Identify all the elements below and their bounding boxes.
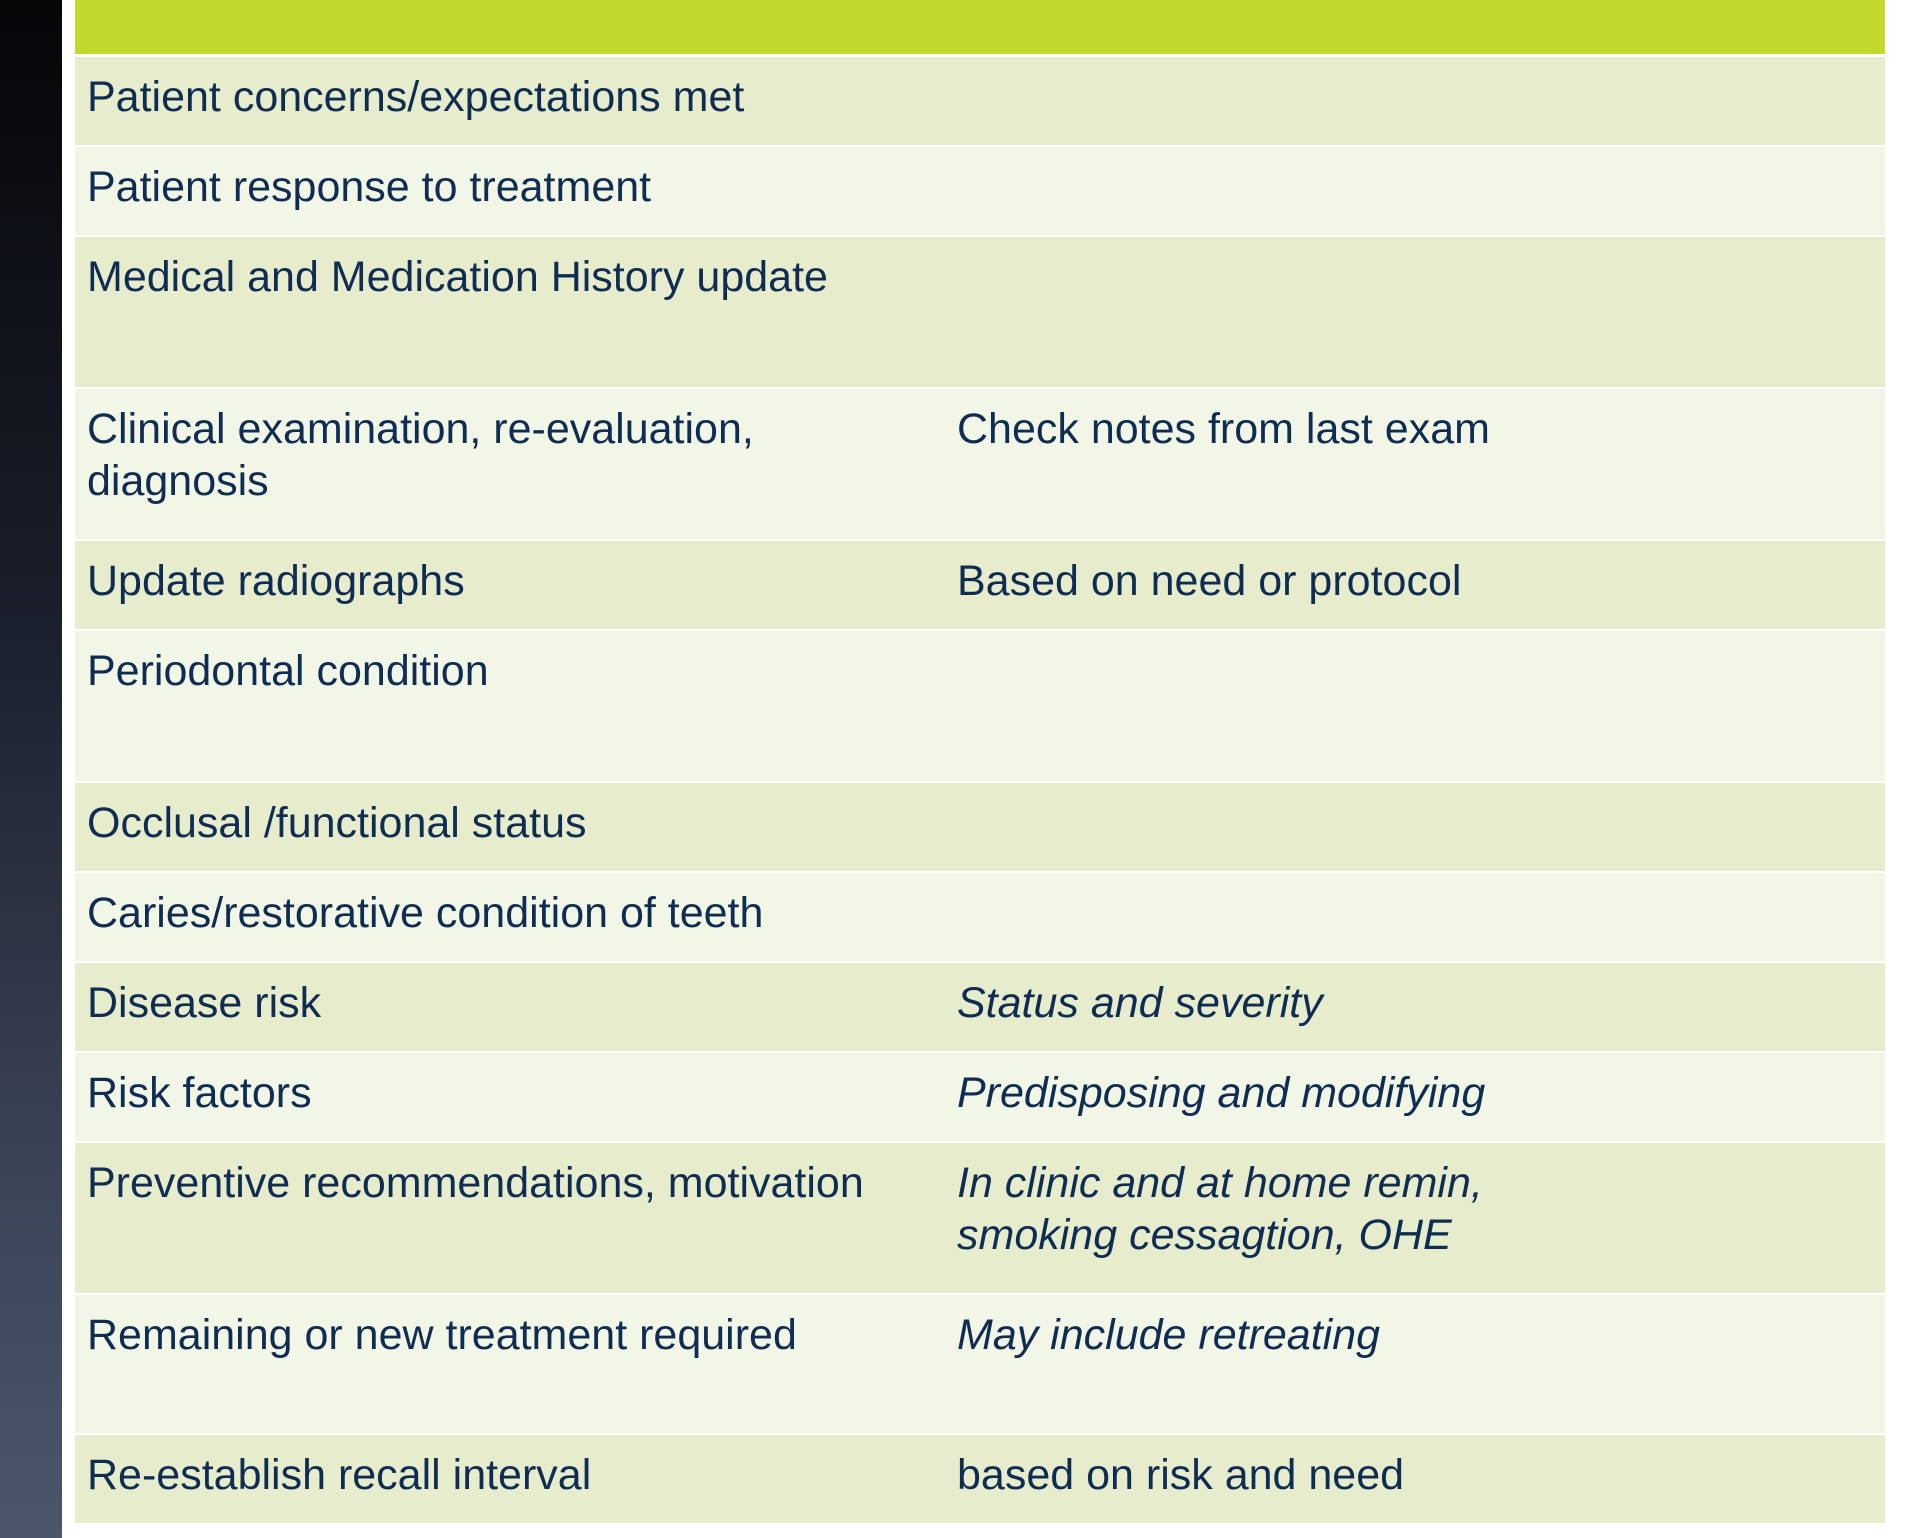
left-accent-bar xyxy=(0,0,62,1538)
row-note: In clinic and at home remin, smoking ces… xyxy=(957,1159,1483,1259)
table-row: Caries/restorative condition of teeth xyxy=(75,873,1885,963)
row-label: Patient concerns/expectations met xyxy=(87,73,745,121)
row-label: Caries/restorative condition of teeth xyxy=(87,889,764,937)
table-row: Re-establish recall interval based on ri… xyxy=(75,1435,1885,1525)
row-note xyxy=(945,147,1885,235)
table-row: Risk factors Predisposing and modifying xyxy=(75,1053,1885,1143)
row-note xyxy=(945,237,1885,387)
table-row: Update radiographs Based on need or prot… xyxy=(75,541,1885,631)
table-row: Preventive recommendations, motivation I… xyxy=(75,1143,1885,1295)
row-note xyxy=(945,631,1885,781)
row-note: Status and severity xyxy=(957,979,1323,1027)
row-label: Re-establish recall interval xyxy=(87,1451,592,1499)
table-row: Medical and Medication History update xyxy=(75,237,1885,389)
row-note: Check notes from last exam xyxy=(957,405,1490,453)
table-row: Clinical examination, re-evaluation, dia… xyxy=(75,389,1885,541)
row-label: Patient response to treatment xyxy=(87,163,652,211)
table-row: Patient concerns/expectations met xyxy=(75,57,1885,147)
table-header xyxy=(75,0,1885,57)
table-row: Occlusal /functional status xyxy=(75,783,1885,873)
row-note: based on risk and need xyxy=(957,1451,1405,1499)
row-label: Clinical examination, re-evaluation, dia… xyxy=(87,405,754,505)
row-note: Based on need or protocol xyxy=(957,557,1462,605)
row-note xyxy=(945,783,1885,871)
row-note: Predisposing and modifying xyxy=(957,1069,1486,1117)
row-note: May include retreating xyxy=(957,1311,1381,1359)
table-row: Periodontal condition xyxy=(75,631,1885,783)
table-row: Remaining or new treatment required May … xyxy=(75,1295,1885,1435)
row-note xyxy=(945,57,1885,145)
row-label: Medical and Medication History update xyxy=(87,253,828,301)
row-label: Preventive recommendations, motivation xyxy=(87,1159,864,1207)
table-row: Disease risk Status and severity xyxy=(75,963,1885,1053)
table-row: Patient response to treatment xyxy=(75,147,1885,237)
row-note xyxy=(945,873,1885,961)
review-table: Patient concerns/expectations met Patien… xyxy=(75,0,1885,1525)
row-label: Update radiographs xyxy=(87,557,465,605)
row-label: Disease risk xyxy=(87,979,322,1027)
row-label: Periodontal condition xyxy=(87,647,489,695)
row-label: Occlusal /functional status xyxy=(87,799,587,847)
row-label: Remaining or new treatment required xyxy=(87,1311,797,1359)
row-label: Risk factors xyxy=(87,1069,312,1117)
